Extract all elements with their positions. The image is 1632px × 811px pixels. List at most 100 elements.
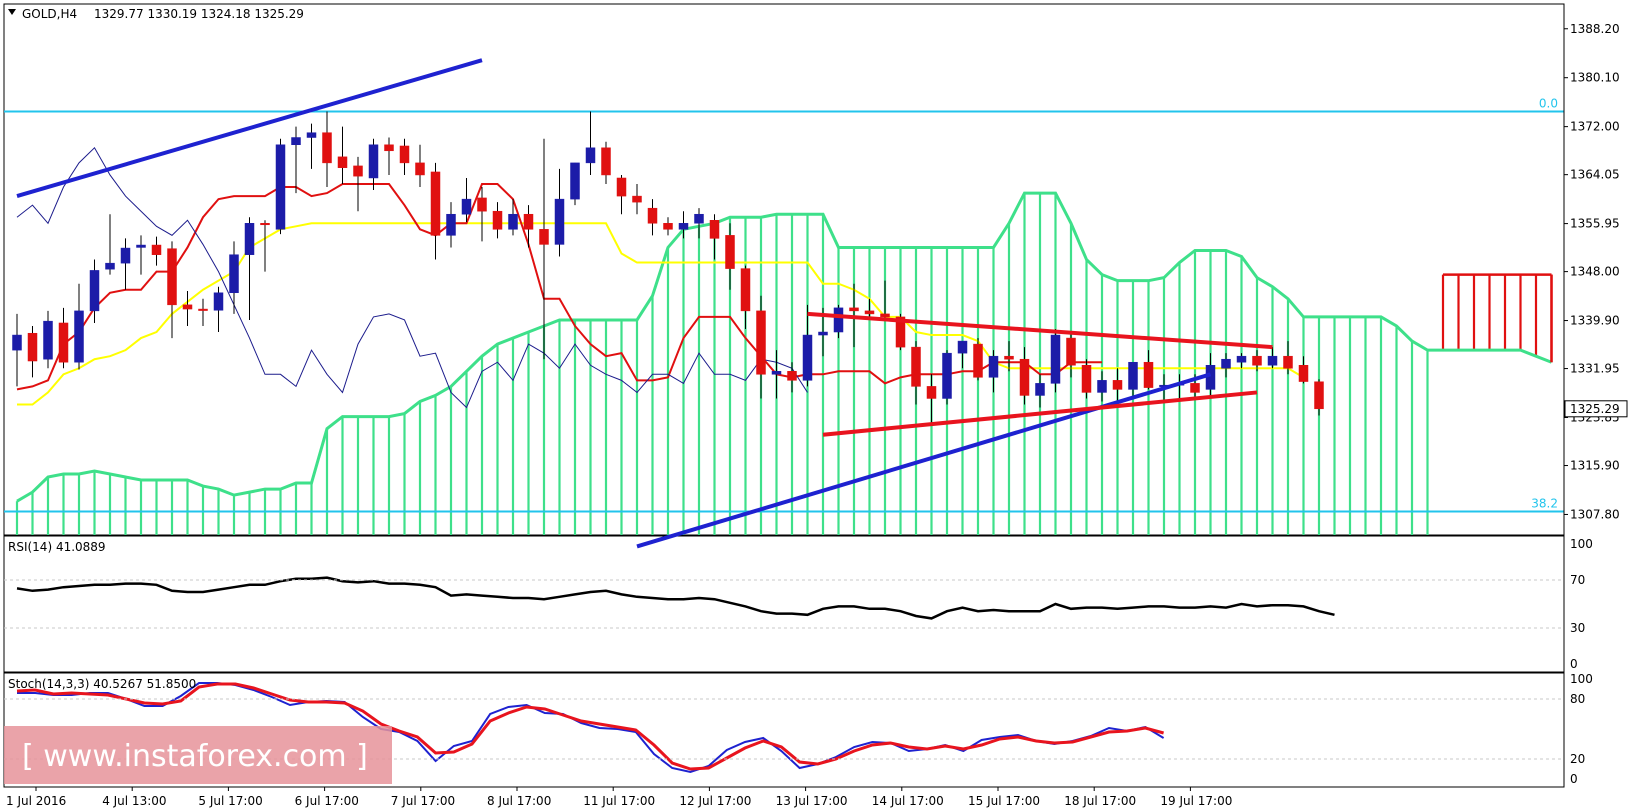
candle-body [632, 195, 642, 203]
price-tick-label: 1372.00 [1570, 120, 1620, 134]
candle-body [244, 223, 255, 255]
candle-body [337, 156, 348, 168]
candle-body [678, 223, 689, 230]
candle-body [1314, 381, 1324, 410]
time-tick-label: 11 Jul 17:00 [583, 794, 655, 808]
candle-body [694, 213, 704, 224]
candle-body [105, 262, 115, 270]
candle-body [616, 177, 627, 197]
symbol-dropdown-icon[interactable] [8, 9, 16, 15]
candle-body [477, 197, 487, 212]
candle-body [461, 198, 472, 215]
candle-body [1004, 355, 1014, 360]
candle-body [27, 332, 38, 362]
candle-body [1267, 355, 1278, 366]
current-price-label: 1325.29 [1570, 402, 1620, 416]
tenkan-sen-line [16, 183, 1102, 391]
trendlines [16, 58, 1273, 549]
candle-body [1066, 337, 1076, 366]
chikou-span-line [16, 146, 808, 409]
price-tick-label: 1307.80 [1570, 507, 1620, 521]
stoch-scale-label: 0 [1570, 772, 1578, 786]
candle-body [1252, 355, 1262, 366]
stoch-scale-label: 80 [1570, 692, 1585, 706]
candle-body [430, 171, 441, 236]
candle-body [725, 235, 735, 269]
candle-body [864, 310, 875, 315]
candle-body [58, 322, 69, 363]
candle-body [492, 210, 503, 230]
fib-level-0-label: 0.0 [1539, 97, 1558, 111]
ohlc-readout: 1329.77 1330.19 1324.18 1325.29 [94, 7, 304, 21]
rsi-scale-label: 30 [1570, 621, 1585, 635]
candle-body [291, 137, 301, 146]
candle-body [911, 346, 921, 387]
time-tick-label: 4 Jul 13:00 [102, 794, 166, 808]
candle-body [1221, 358, 1231, 369]
time-tick-label: 19 Jul 17:00 [1160, 794, 1232, 808]
symbol-label: GOLD,H4 [22, 7, 77, 21]
candle-body [213, 292, 224, 311]
time-tick-label: 8 Jul 17:00 [487, 794, 551, 808]
rsi-indicator [16, 576, 1335, 620]
candle-body [1081, 364, 1092, 393]
watermark-text: [ www.instaforex.com ] [22, 739, 368, 774]
candle-body [554, 198, 565, 245]
candle-body [120, 247, 131, 264]
candle-body [942, 352, 952, 399]
candle-body [508, 213, 518, 230]
candle-body [585, 147, 596, 164]
time-tick-label: 15 Jul 17:00 [968, 794, 1040, 808]
candle-body [1097, 380, 1107, 393]
candlesticks [12, 111, 1324, 423]
price-tick-label: 1348.00 [1570, 265, 1620, 279]
candle-body [663, 223, 673, 230]
time-scale: 1 Jul 2016 4 Jul 13:00 5 Jul 17:00 6 Jul 17… [6, 787, 1232, 808]
rsi-scale-label: 100 [1570, 537, 1593, 551]
rsi-panel [3, 535, 1565, 673]
trendline-blue-1 [636, 372, 1212, 549]
time-tick-label: 14 Jul 17:00 [872, 794, 944, 808]
candle-body [275, 144, 286, 230]
candle-body [446, 213, 456, 236]
candle-body [802, 334, 813, 381]
candle-body [523, 213, 534, 230]
time-tick-label: 18 Jul 17:00 [1064, 794, 1136, 808]
candle-body [601, 147, 611, 176]
price-tick-label: 1355.95 [1570, 217, 1620, 231]
candle-body [74, 310, 84, 363]
candle-body [136, 244, 146, 248]
candle-body [973, 343, 983, 378]
candle-body [306, 132, 317, 138]
fib-level-38-label: 38.2 [1531, 496, 1558, 510]
price-tick-label: 1339.90 [1570, 314, 1620, 328]
trendline-red-3 [822, 390, 1258, 437]
time-tick-label: 12 Jul 17:00 [679, 794, 751, 808]
candle-body [353, 165, 363, 177]
candle-body [1050, 334, 1061, 384]
candle-body [740, 268, 751, 312]
current-price-tag [1564, 400, 1628, 418]
candle-body [570, 162, 580, 200]
candle-body [399, 145, 410, 164]
senkou-span-a-line [16, 191, 1553, 503]
rsi-scale-label: 0 [1570, 657, 1578, 671]
candle-body [709, 220, 720, 239]
candle-body [1035, 383, 1045, 396]
candle-body [818, 331, 828, 336]
candle-body [1190, 383, 1200, 393]
ichimoku-cloud-edges [16, 191, 1553, 503]
candle-body [322, 132, 332, 164]
candle-body [539, 229, 549, 245]
trendline-blue-0 [16, 58, 483, 199]
candle-body [1143, 361, 1154, 388]
candle-body [1128, 361, 1138, 390]
candle-body [260, 223, 270, 226]
time-tick-label: 1 Jul 2016 [6, 794, 66, 808]
candle-body [833, 307, 844, 333]
candle-body [1236, 355, 1247, 363]
stoch-signal-line [16, 682, 1164, 771]
candle-body [756, 310, 766, 375]
candle-body [151, 244, 162, 255]
